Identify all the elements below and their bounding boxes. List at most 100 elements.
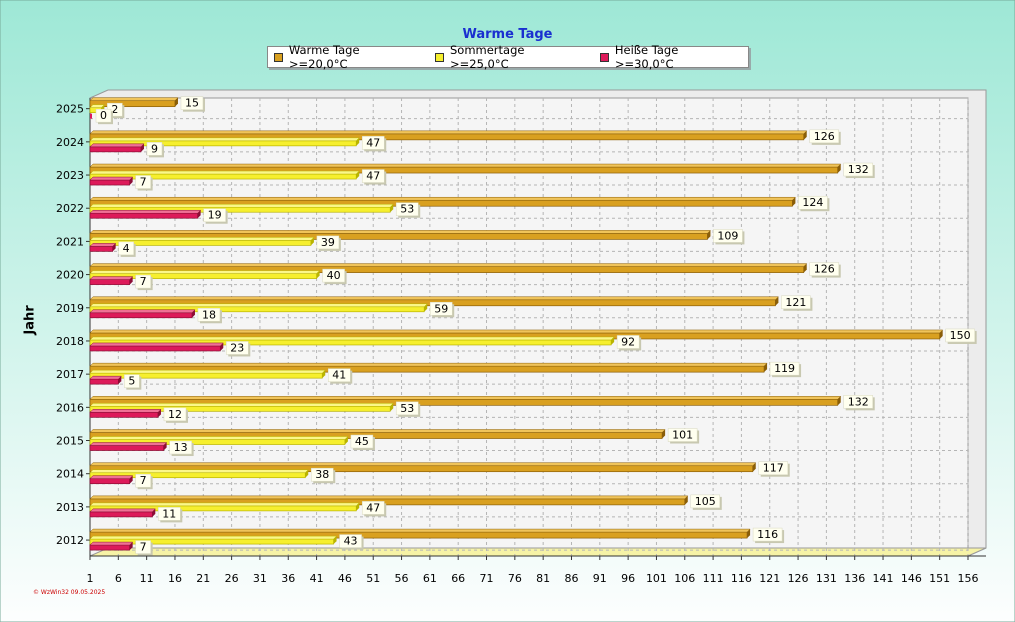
data-label-box [690, 494, 721, 509]
bar-top-1 [89, 403, 394, 407]
data-label: 92 [621, 335, 635, 348]
bar-top-2 [89, 176, 134, 181]
chart-title: Warme Tage [462, 27, 553, 42]
data-label-box [361, 501, 385, 515]
bar-end-0 [803, 263, 807, 273]
bar-top-1 [89, 170, 360, 175]
y-tick-label: 2024 [56, 136, 84, 149]
data-label: 109 [717, 229, 738, 242]
bar-end-1 [356, 502, 360, 511]
data-label: 15 [185, 97, 199, 110]
data-label: 11 [162, 507, 176, 520]
bar-top-0 [89, 296, 780, 301]
x-tick-label: 46 [338, 572, 352, 585]
bar-top-0 [89, 429, 666, 433]
legend-swatch-heisse-tage [599, 52, 609, 62]
data-label: 0 [100, 109, 107, 122]
data-label-box [146, 142, 163, 156]
bar-top-2 [89, 508, 156, 513]
bar-top-2 [89, 375, 122, 380]
bar-top-0 [89, 196, 797, 201]
bar-top-1 [89, 270, 321, 274]
bar-top-1 [89, 137, 360, 142]
bar-top-2 [89, 243, 117, 247]
bar-end-2 [129, 542, 133, 551]
y-tick-label: 2015 [56, 435, 84, 448]
data-label-box [395, 401, 419, 416]
bar-2 [89, 411, 159, 418]
data-label-box [616, 335, 640, 349]
data-label-box [945, 328, 975, 343]
data-label-box [135, 540, 151, 554]
data-label-box [667, 428, 698, 442]
legend-item-heisse-tage: Heiße Tage >=30,0°C [599, 43, 738, 71]
bar-top-0 [89, 230, 712, 234]
data-label: 47 [366, 136, 380, 149]
bar-top-1 [89, 203, 394, 208]
data-label: 40 [327, 269, 341, 282]
data-label-box [752, 527, 783, 542]
bar-top-1 [89, 469, 309, 473]
data-label-box [135, 175, 151, 189]
bar-end-0 [837, 164, 841, 174]
bar-top-1 [89, 502, 360, 507]
bar-end-2 [163, 442, 167, 451]
data-label: 7 [140, 474, 147, 487]
x-tick-label: 16 [168, 572, 182, 585]
bar-end-2 [129, 475, 133, 484]
bar-top-0 [89, 528, 751, 533]
y-tick-label: 2021 [56, 235, 84, 248]
bar-end-1 [322, 370, 326, 379]
footer-credit: © WzWin32 09.05.2025 [33, 589, 106, 596]
bar-top-1 [89, 303, 428, 308]
x-tick-label: 36 [281, 572, 295, 585]
data-label: 47 [366, 170, 380, 183]
x-tick-label: 96 [621, 572, 635, 585]
bar-end-2 [197, 210, 201, 219]
data-label: 105 [695, 495, 716, 508]
bar-2 [89, 212, 198, 219]
data-label-box [843, 395, 873, 409]
bar-2 [89, 445, 164, 451]
bar-end-2 [220, 342, 224, 351]
data-label: 150 [950, 329, 971, 342]
x-tick-label: 151 [929, 572, 950, 585]
bar-top-0 [89, 462, 757, 466]
data-label-box [118, 241, 134, 256]
bar-end-2 [118, 376, 122, 385]
x-tick-label: 111 [703, 572, 724, 585]
data-label: 126 [814, 130, 835, 143]
y-tick-label: 2016 [56, 401, 84, 414]
data-label: 101 [672, 429, 693, 442]
y-tick-label: 2012 [56, 534, 84, 547]
bar-top-2 [89, 309, 196, 314]
y-tick-label: 2022 [56, 202, 84, 215]
bar-top-0 [89, 495, 689, 500]
data-label-box [843, 162, 873, 177]
x-tick-label: 11 [140, 572, 154, 585]
x-tick-label: 141 [873, 572, 894, 585]
bar-end-2 [191, 309, 195, 318]
bar-end-0 [775, 296, 779, 306]
x-tick-label: 156 [958, 572, 979, 585]
data-label-box [226, 341, 249, 355]
data-label-box [758, 461, 788, 475]
bar-top-1 [89, 535, 338, 540]
x-tick-label: 1 [87, 572, 94, 585]
bar-top-2 [89, 475, 134, 479]
data-label: 53 [400, 203, 414, 216]
data-label: 43 [344, 535, 358, 548]
y-tick-label: 2017 [56, 368, 84, 381]
bar-top-0 [89, 263, 808, 267]
x-tick-label: 106 [674, 572, 695, 585]
x-tick-label: 21 [196, 572, 210, 585]
bar-end-0 [707, 230, 711, 240]
x-tick-label: 86 [564, 572, 578, 585]
x-tick-label: 121 [759, 572, 780, 585]
x-tick-label: 31 [253, 572, 267, 585]
chart-legend: Warme Tage >=20,0°C Sommertage >=25,0°C … [267, 43, 749, 71]
bar-2 [89, 478, 131, 485]
bar-end-1 [356, 171, 360, 180]
bar-end-1 [356, 137, 360, 146]
bar-top-2 [89, 442, 168, 446]
